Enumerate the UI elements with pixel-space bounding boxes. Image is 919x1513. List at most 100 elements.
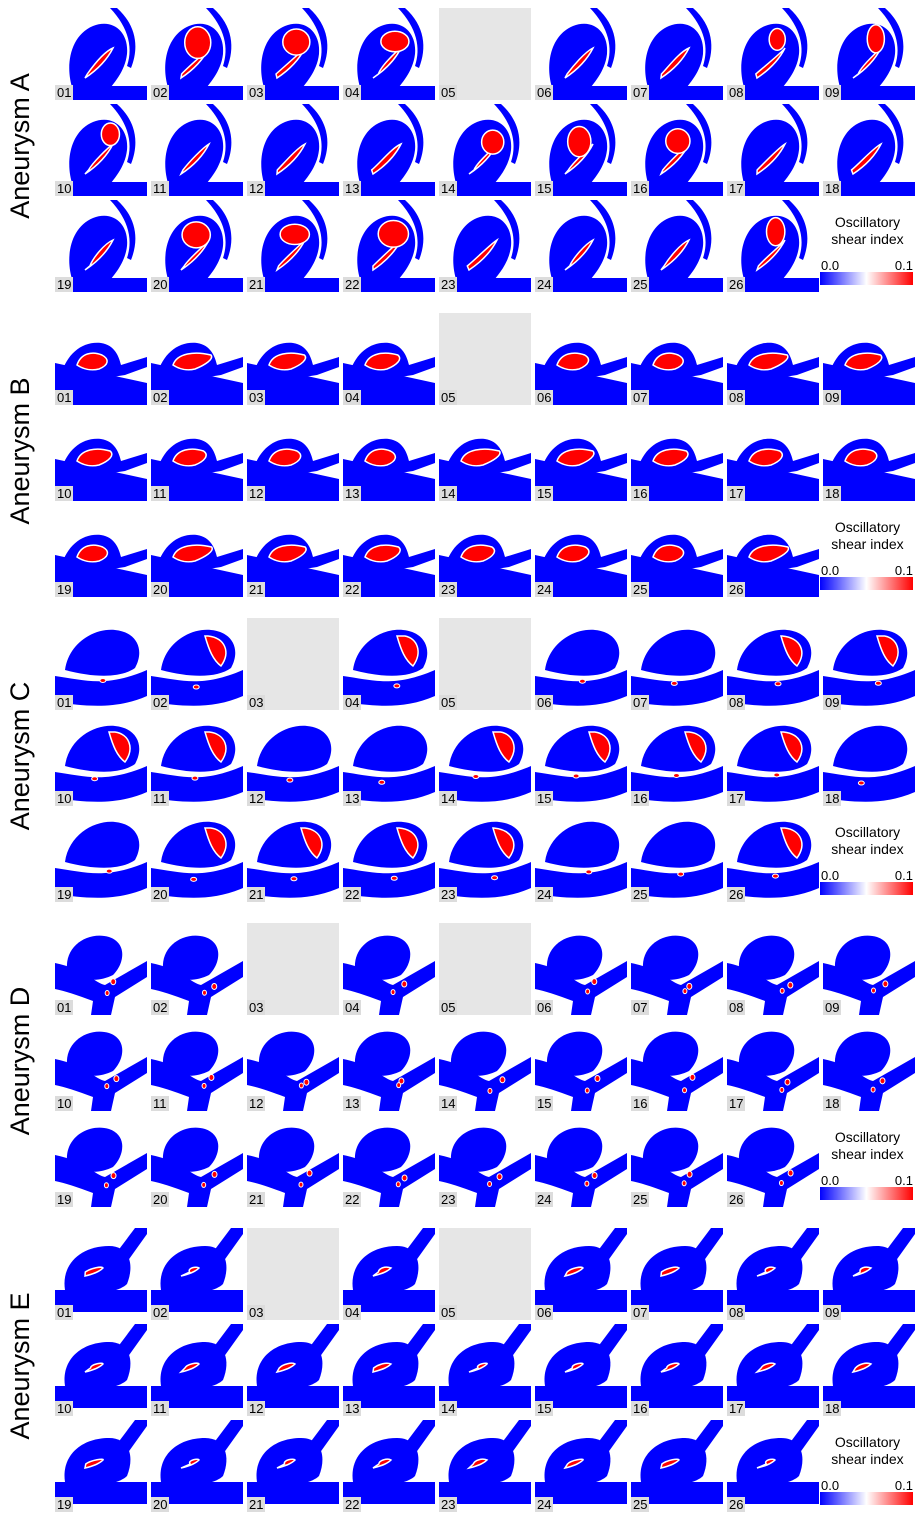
missing-panel: 03 <box>247 618 339 710</box>
vessel-surface-render <box>631 935 723 1015</box>
legend-colorbar <box>820 1187 913 1200</box>
case-number: 16 <box>631 1401 650 1416</box>
case-number: 23 <box>439 277 458 292</box>
case-number: 02 <box>151 1305 170 1320</box>
osi-panel: 04 <box>343 618 435 710</box>
osi-panel: 14 <box>439 1324 531 1416</box>
osi-panel: 22 <box>343 1115 435 1207</box>
vessel-surface-render <box>55 200 147 292</box>
case-number: 25 <box>631 1497 650 1512</box>
vessel-surface-render <box>823 104 915 196</box>
osi-panel: 15 <box>535 714 627 806</box>
vessel-surface-render <box>727 342 819 405</box>
case-number: 22 <box>343 887 362 902</box>
vessel-surface-render <box>55 534 147 597</box>
vessel-surface-render <box>151 534 243 597</box>
case-number: 23 <box>439 1192 458 1207</box>
vessel-surface-render <box>343 104 435 196</box>
case-number: 17 <box>727 1096 746 1111</box>
legend-title-line1: Oscillatory <box>834 1129 901 1145</box>
vessel-surface-render <box>151 935 243 1015</box>
legend-colorbar <box>820 882 913 895</box>
case-number: 15 <box>535 791 554 806</box>
vessel-surface-render <box>55 342 147 405</box>
case-number: 11 <box>151 181 169 196</box>
osi-panel: 22 <box>343 505 435 597</box>
osi-panel: 25 <box>631 505 723 597</box>
vessel-surface-render <box>247 821 339 898</box>
case-number: 11 <box>151 1096 169 1111</box>
vessel-surface-render <box>151 821 243 898</box>
osi-panel: 18 <box>823 104 915 196</box>
vessel-surface-render <box>631 725 723 802</box>
group-label: Aneurysm C <box>5 681 35 831</box>
case-number: 15 <box>535 1401 554 1416</box>
vessel-surface-render <box>55 438 147 501</box>
osi-panel: 11 <box>151 1019 243 1111</box>
vessel-surface-render <box>439 200 531 292</box>
case-number: 23 <box>439 887 458 902</box>
case-number: 14 <box>439 486 458 501</box>
case-number: 12 <box>247 791 266 806</box>
legend-colorbar <box>820 1492 913 1505</box>
osi-panel: 20 <box>151 505 243 597</box>
vessel-surface-render <box>151 629 243 706</box>
vessel-surface-render <box>727 1324 819 1408</box>
legend-title-line2: shear index <box>831 231 904 247</box>
vessel-surface-render <box>823 629 915 706</box>
case-number: 15 <box>535 486 554 501</box>
case-number: 24 <box>535 1497 554 1512</box>
case-number: 12 <box>247 486 266 501</box>
osi-panel: 25 <box>631 1115 723 1207</box>
osi-panel: 17 <box>727 409 819 501</box>
case-number: 16 <box>631 181 650 196</box>
osi-panel: 23 <box>439 1420 531 1512</box>
legend-max: 0.1 <box>894 868 913 883</box>
osi-panel: 14 <box>439 409 531 501</box>
case-number: 02 <box>151 1000 170 1015</box>
case-number: 07 <box>631 1305 650 1320</box>
vessel-surface-render <box>151 8 243 100</box>
vessel-surface-render <box>823 342 915 405</box>
osi-panel: 11 <box>151 104 243 196</box>
osi-panel: 04 <box>343 313 435 405</box>
vessel-surface-render <box>55 1228 147 1312</box>
vessel-surface-render <box>343 1127 435 1207</box>
osi-panel: 02 <box>151 923 243 1015</box>
osi-panel: 26 <box>727 1115 819 1207</box>
case-number: 14 <box>439 791 458 806</box>
vessel-surface-render <box>631 629 723 706</box>
legend-min: 0.0 <box>821 258 840 273</box>
vessel-surface-render <box>823 1031 915 1111</box>
vessel-surface-render <box>727 200 819 292</box>
vessel-surface-render <box>823 1324 915 1408</box>
osi-panel: 24 <box>535 200 627 292</box>
missing-panel: 05 <box>439 8 531 100</box>
osi-panel: 23 <box>439 810 531 902</box>
case-number: 07 <box>631 390 650 405</box>
osi-colorbar-legend: Oscillatory shear index 0.0 0.1 <box>820 1129 915 1200</box>
vessel-surface-render <box>631 534 723 597</box>
osi-panel: 09 <box>823 1228 915 1320</box>
case-number: 10 <box>55 181 74 196</box>
case-number: 20 <box>151 1192 170 1207</box>
osi-panel: 17 <box>727 1019 819 1111</box>
vessel-surface-render <box>727 1031 819 1111</box>
case-number: 19 <box>55 582 74 597</box>
case-number: 19 <box>55 1497 74 1512</box>
osi-panel: 07 <box>631 618 723 710</box>
vessel-surface-render <box>55 821 147 898</box>
vessel-surface-render <box>631 8 723 100</box>
group-label: Aneurysm E <box>5 1292 35 1440</box>
case-number: 07 <box>631 85 650 100</box>
osi-panel: 12 <box>247 714 339 806</box>
legend-colorbar <box>820 272 913 285</box>
vessel-surface-render <box>823 8 915 100</box>
osi-panel: 20 <box>151 1115 243 1207</box>
case-number: 16 <box>631 486 650 501</box>
case-number: 20 <box>151 1497 170 1512</box>
case-number: 21 <box>247 1497 266 1512</box>
legend-title: Oscillatory shear index <box>820 214 915 248</box>
osi-panel: 23 <box>439 1115 531 1207</box>
case-number: 04 <box>343 1000 362 1015</box>
